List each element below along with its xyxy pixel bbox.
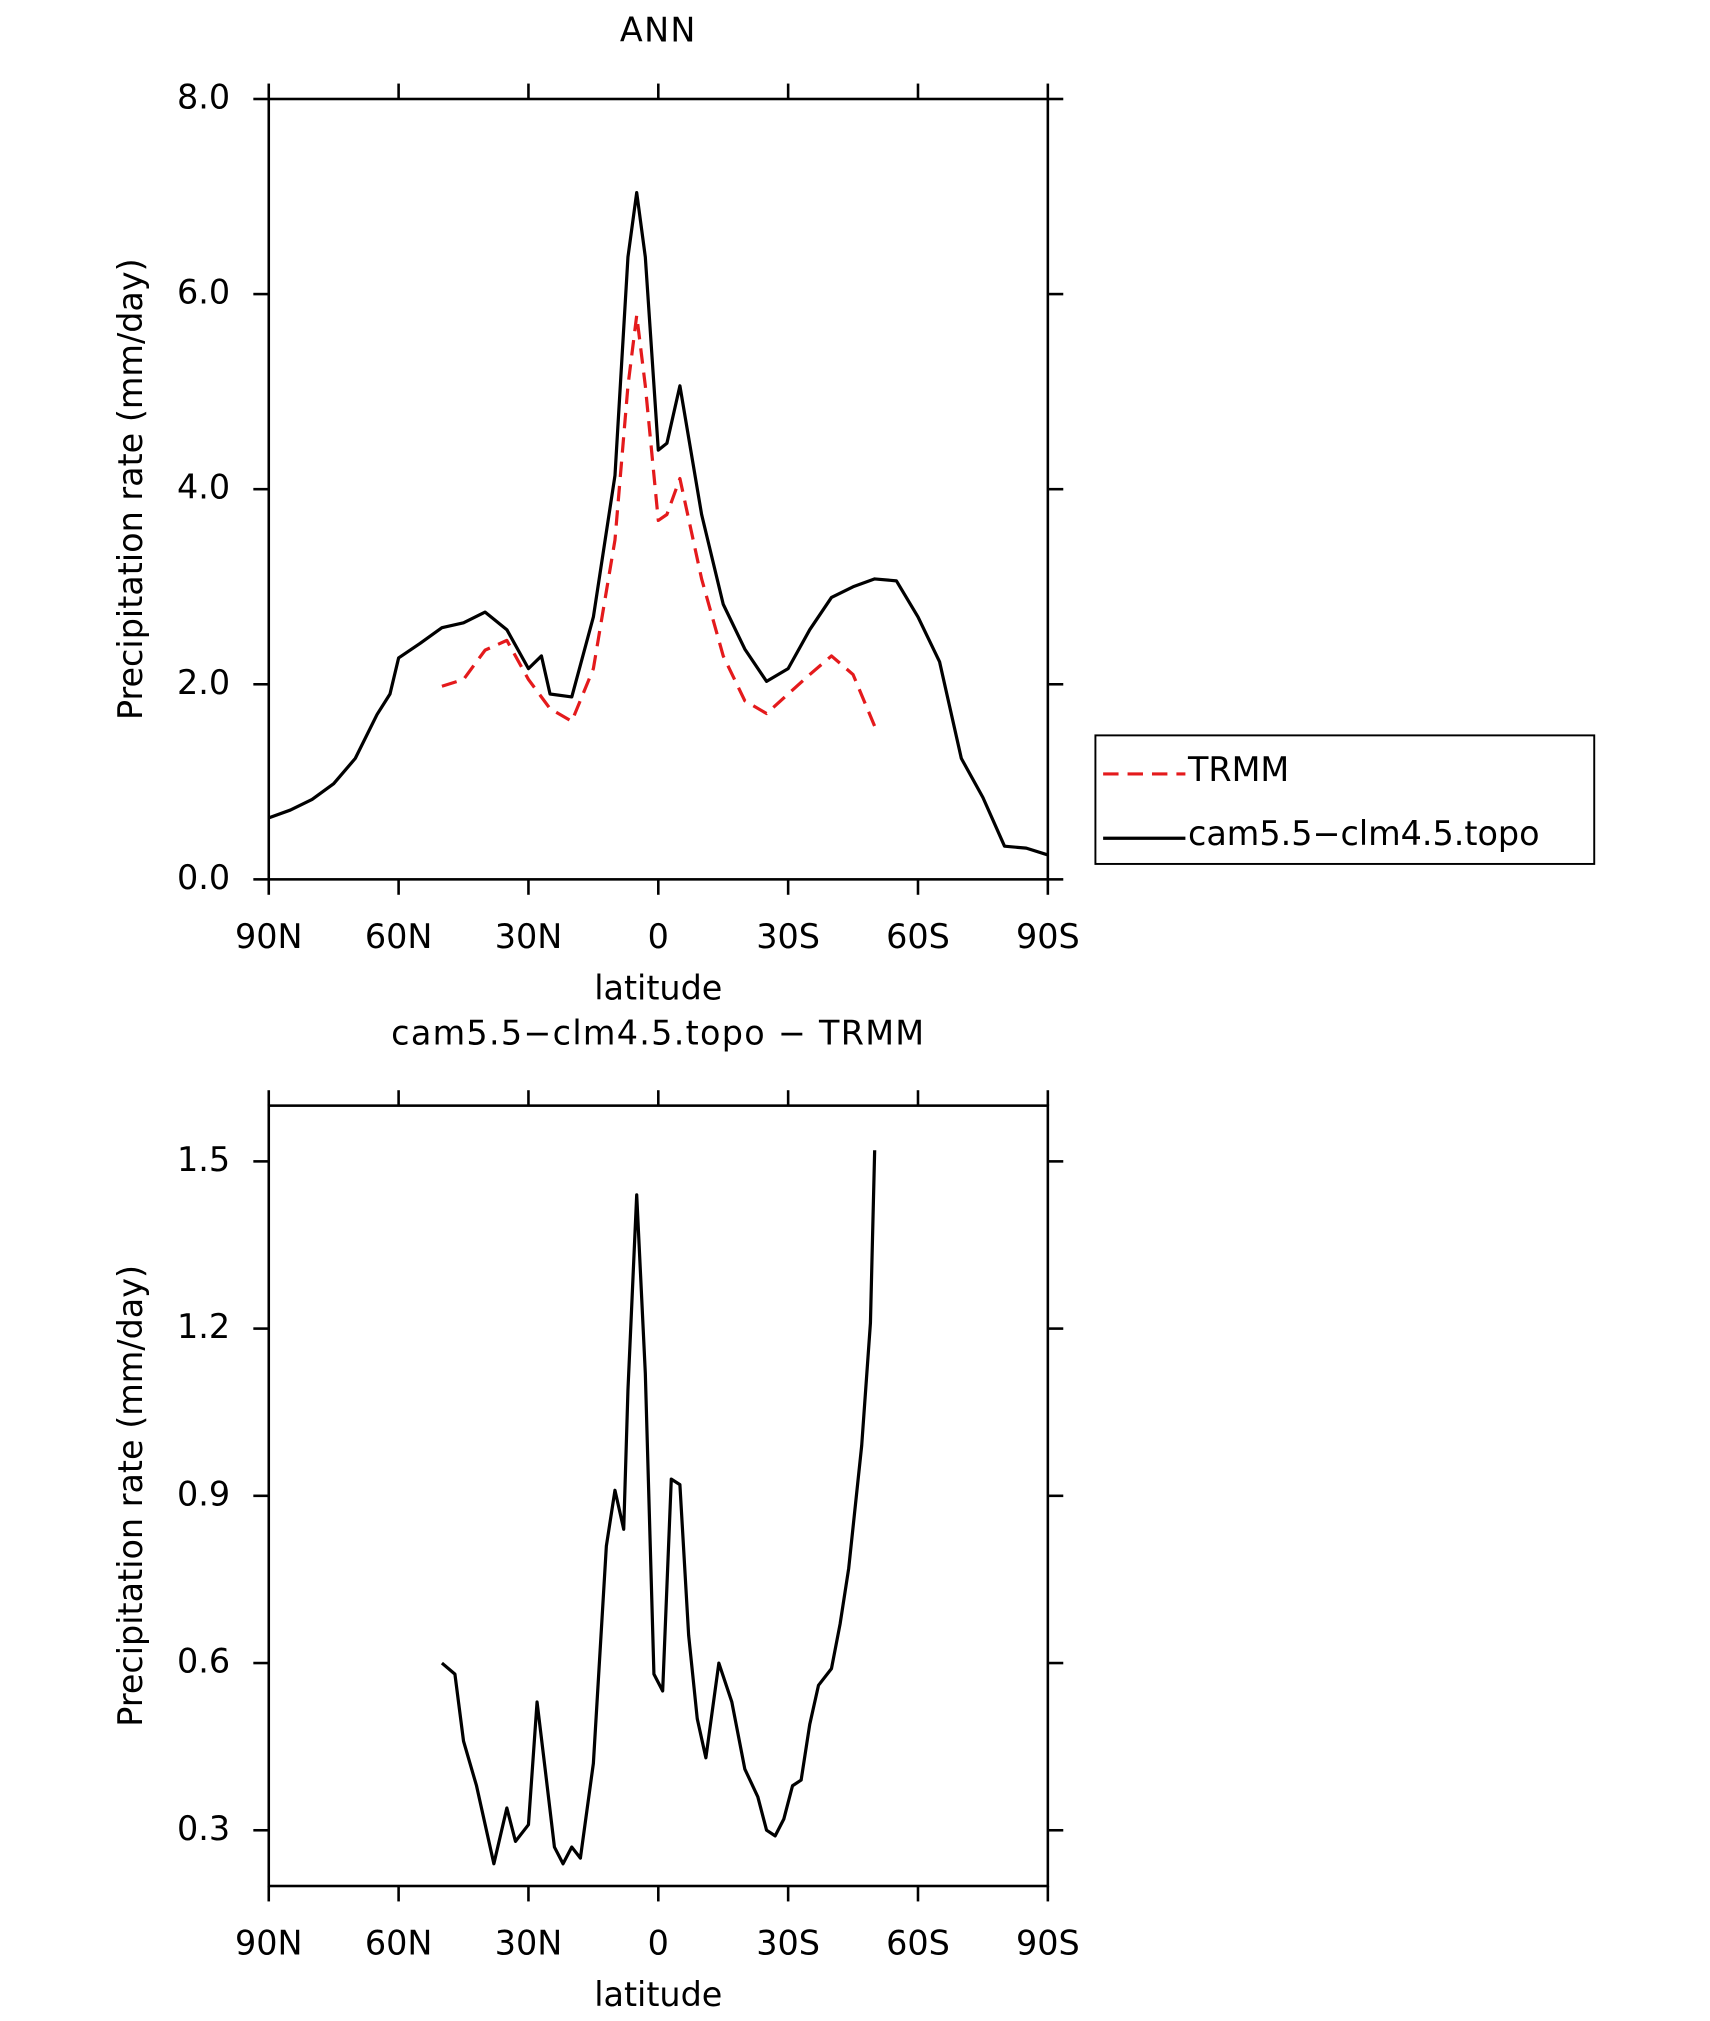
plot-frame <box>267 1104 1050 1888</box>
plot-frame <box>267 97 1050 881</box>
x-tick-label: 30S <box>756 1924 820 1963</box>
y-tick-label: 6.0 <box>177 273 230 312</box>
data-line <box>441 313 877 727</box>
x-tick-label: 90S <box>1016 917 1080 956</box>
x-tick-label: 60S <box>886 1924 950 1963</box>
y-axis-label: Precipitation rate (mm/day) <box>111 1265 150 1727</box>
legend-box <box>1094 734 1596 865</box>
x-tick-label: 0 <box>648 917 669 956</box>
y-tick-label: 2.0 <box>177 663 230 702</box>
data-line <box>440 1150 877 1866</box>
x-tick-label: 90S <box>1016 1924 1080 1963</box>
y-tick-label: 0.9 <box>177 1474 230 1513</box>
x-tick-label: 60N <box>365 1924 433 1963</box>
x-tick-label: 90N <box>235 917 302 956</box>
x-tick-label: 60S <box>886 917 950 956</box>
y-tick-label: 0.3 <box>177 1809 230 1848</box>
y-tick-label: 4.0 <box>177 468 230 507</box>
x-tick-label: 30N <box>495 917 563 956</box>
legend-label: TRMM <box>1187 750 1289 789</box>
x-tick-label: 60N <box>365 917 433 956</box>
x-axis-label: latitude <box>594 968 722 1007</box>
y-tick-label: 1.5 <box>177 1140 230 1179</box>
x-axis-label: latitude <box>594 1975 722 2014</box>
x-tick-label: 0 <box>648 1924 669 1963</box>
y-tick-label: 1.2 <box>177 1307 230 1346</box>
chart-title: ANN <box>620 11 697 50</box>
legend-label: cam5.5−clm4.5.topo <box>1188 814 1540 853</box>
x-tick-label: 30N <box>495 1924 563 1963</box>
y-tick-label: 0.0 <box>177 858 230 897</box>
x-tick-label: 30S <box>756 917 820 956</box>
y-axis-label: Precipitation rate (mm/day) <box>111 258 150 720</box>
y-tick-label: 8.0 <box>177 77 230 116</box>
y-tick-label: 0.6 <box>177 1642 230 1681</box>
x-tick-label: 90N <box>235 1924 302 1963</box>
data-line <box>268 190 1049 857</box>
chart-title: cam5.5−clm4.5.topo − TRMM <box>391 1013 925 1052</box>
